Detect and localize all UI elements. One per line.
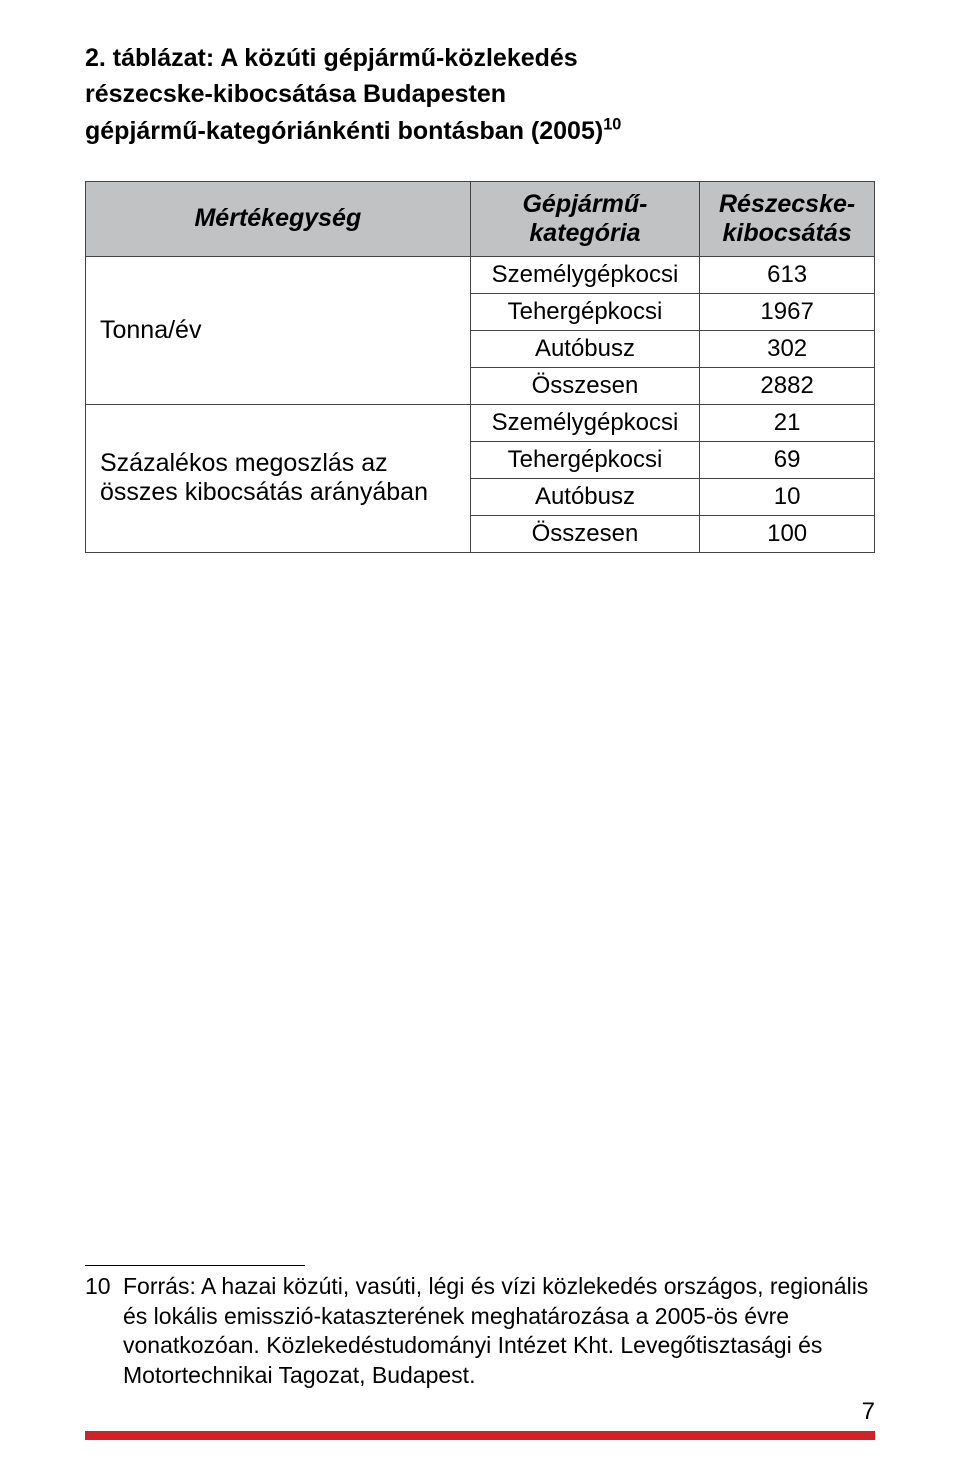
cell-value: 1967 bbox=[700, 293, 875, 330]
cell-value: 2882 bbox=[700, 367, 875, 404]
header-category: Gépjármű- kategória bbox=[470, 181, 700, 256]
group-label-percent: Százalékos megoszlás az összes kibocsátá… bbox=[86, 404, 471, 552]
cell-value: 21 bbox=[700, 404, 875, 441]
title-line1: 2. táblázat: A közúti gépjármű-közlekedé… bbox=[85, 44, 578, 72]
footnote-number: 10 bbox=[85, 1272, 123, 1390]
header-unit: Mértékegység bbox=[86, 181, 471, 256]
page-footer: 7 bbox=[85, 1431, 875, 1440]
footer-accent-bar bbox=[85, 1431, 875, 1440]
emissions-table: Mértékegység Gépjármű- kategória Részecs… bbox=[85, 181, 875, 553]
cell-category: Összesen bbox=[470, 515, 700, 552]
footnote: 10 Forrás: A hazai közúti, vasúti, légi … bbox=[85, 1272, 875, 1390]
cell-category: Összesen bbox=[470, 367, 700, 404]
footnote-block: 10 Forrás: A hazai közúti, vasúti, légi … bbox=[85, 1265, 875, 1390]
cell-value: 69 bbox=[700, 441, 875, 478]
table-row: Tonna/év Személygépkocsi 613 bbox=[86, 256, 875, 293]
header-emission: Részecske- kibocsátás bbox=[700, 181, 875, 256]
cell-category: Tehergépkocsi bbox=[470, 441, 700, 478]
cell-category: Autóbusz bbox=[470, 330, 700, 367]
cell-category: Személygépkocsi bbox=[470, 256, 700, 293]
cell-category: Autóbusz bbox=[470, 478, 700, 515]
group-label-tonna: Tonna/év bbox=[86, 256, 471, 404]
table-header-row: Mértékegység Gépjármű- kategória Részecs… bbox=[86, 181, 875, 256]
footnote-rule bbox=[85, 1265, 305, 1266]
title-line3: gépjármű-kategóriánkénti bontásban (2005… bbox=[85, 117, 603, 145]
footnote-text: Forrás: A hazai közúti, vasúti, légi és … bbox=[123, 1272, 875, 1390]
cell-category: Személygépkocsi bbox=[470, 404, 700, 441]
cell-value: 100 bbox=[700, 515, 875, 552]
cell-category: Tehergépkocsi bbox=[470, 293, 700, 330]
title-line2: részecske-kibocsátása Budapesten bbox=[85, 80, 506, 108]
title-sup: 10 bbox=[603, 115, 621, 133]
table-row: Százalékos megoszlás az összes kibocsátá… bbox=[86, 404, 875, 441]
cell-value: 613 bbox=[700, 256, 875, 293]
page-number: 7 bbox=[862, 1398, 875, 1426]
cell-value: 302 bbox=[700, 330, 875, 367]
table-caption: 2. táblázat: A közúti gépjármű-közlekedé… bbox=[85, 40, 875, 149]
cell-value: 10 bbox=[700, 478, 875, 515]
